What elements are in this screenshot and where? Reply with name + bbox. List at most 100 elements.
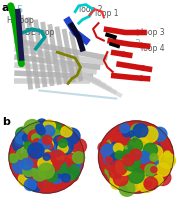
Circle shape xyxy=(48,149,64,165)
Circle shape xyxy=(42,154,51,163)
Circle shape xyxy=(38,150,55,167)
Circle shape xyxy=(110,131,124,145)
Circle shape xyxy=(35,158,47,169)
Circle shape xyxy=(133,124,148,138)
Circle shape xyxy=(116,137,125,146)
Circle shape xyxy=(28,129,41,141)
Circle shape xyxy=(130,152,142,163)
Circle shape xyxy=(133,154,142,162)
Circle shape xyxy=(164,155,172,163)
Circle shape xyxy=(106,140,116,150)
Circle shape xyxy=(30,167,37,174)
Circle shape xyxy=(34,164,42,172)
Circle shape xyxy=(41,152,52,162)
Circle shape xyxy=(144,181,151,187)
Circle shape xyxy=(23,167,29,172)
Circle shape xyxy=(42,124,53,135)
Circle shape xyxy=(48,146,64,162)
Circle shape xyxy=(149,161,165,176)
Circle shape xyxy=(36,135,45,144)
Circle shape xyxy=(44,146,60,161)
Circle shape xyxy=(121,151,131,161)
Circle shape xyxy=(129,148,138,157)
Circle shape xyxy=(32,154,45,166)
Circle shape xyxy=(45,153,54,162)
Circle shape xyxy=(43,155,49,160)
Circle shape xyxy=(113,148,128,162)
Circle shape xyxy=(140,142,149,150)
Circle shape xyxy=(32,170,39,177)
Circle shape xyxy=(134,136,150,151)
Circle shape xyxy=(41,142,54,155)
Circle shape xyxy=(130,149,141,160)
Circle shape xyxy=(63,164,80,180)
Circle shape xyxy=(38,139,47,147)
Circle shape xyxy=(38,151,49,163)
Circle shape xyxy=(151,167,157,173)
Circle shape xyxy=(156,163,170,176)
Circle shape xyxy=(143,143,157,157)
Circle shape xyxy=(110,162,124,174)
Circle shape xyxy=(61,126,72,137)
Circle shape xyxy=(136,127,142,134)
Circle shape xyxy=(9,121,84,193)
Circle shape xyxy=(13,137,28,152)
Circle shape xyxy=(127,152,139,164)
Circle shape xyxy=(41,153,47,159)
Circle shape xyxy=(38,163,54,179)
Circle shape xyxy=(130,156,146,171)
Circle shape xyxy=(149,178,158,187)
Circle shape xyxy=(153,176,163,185)
Circle shape xyxy=(47,127,62,141)
Circle shape xyxy=(110,153,123,166)
Circle shape xyxy=(26,152,42,167)
Circle shape xyxy=(43,151,55,163)
Circle shape xyxy=(111,178,122,189)
Circle shape xyxy=(23,165,35,176)
Circle shape xyxy=(71,139,86,153)
Circle shape xyxy=(116,152,125,161)
Circle shape xyxy=(10,155,18,163)
Circle shape xyxy=(22,156,28,162)
Circle shape xyxy=(141,153,155,167)
Circle shape xyxy=(45,147,54,156)
Circle shape xyxy=(135,146,151,161)
Circle shape xyxy=(103,143,117,157)
Circle shape xyxy=(119,182,126,189)
Circle shape xyxy=(43,154,50,161)
Circle shape xyxy=(21,158,33,170)
Circle shape xyxy=(137,159,148,170)
Circle shape xyxy=(24,164,40,179)
Circle shape xyxy=(131,137,146,152)
Circle shape xyxy=(51,158,62,169)
Circle shape xyxy=(52,166,64,178)
Circle shape xyxy=(129,161,145,176)
Circle shape xyxy=(129,154,139,164)
Circle shape xyxy=(122,182,133,193)
Circle shape xyxy=(120,135,132,147)
Circle shape xyxy=(141,127,158,143)
Circle shape xyxy=(128,138,142,153)
Circle shape xyxy=(63,128,80,144)
Circle shape xyxy=(147,137,158,148)
Circle shape xyxy=(130,159,139,168)
Circle shape xyxy=(30,179,42,192)
Circle shape xyxy=(37,149,53,165)
Circle shape xyxy=(53,171,59,177)
Circle shape xyxy=(44,159,60,174)
Circle shape xyxy=(54,150,62,157)
Circle shape xyxy=(52,155,64,166)
Circle shape xyxy=(139,171,155,187)
Circle shape xyxy=(57,139,73,155)
Circle shape xyxy=(130,175,142,186)
Circle shape xyxy=(132,153,140,161)
Circle shape xyxy=(31,176,39,183)
Circle shape xyxy=(114,153,127,166)
Circle shape xyxy=(122,150,131,158)
Circle shape xyxy=(128,152,141,165)
Circle shape xyxy=(128,168,144,183)
Circle shape xyxy=(43,125,55,137)
Circle shape xyxy=(111,162,121,172)
Circle shape xyxy=(105,157,112,163)
Circle shape xyxy=(122,134,137,149)
